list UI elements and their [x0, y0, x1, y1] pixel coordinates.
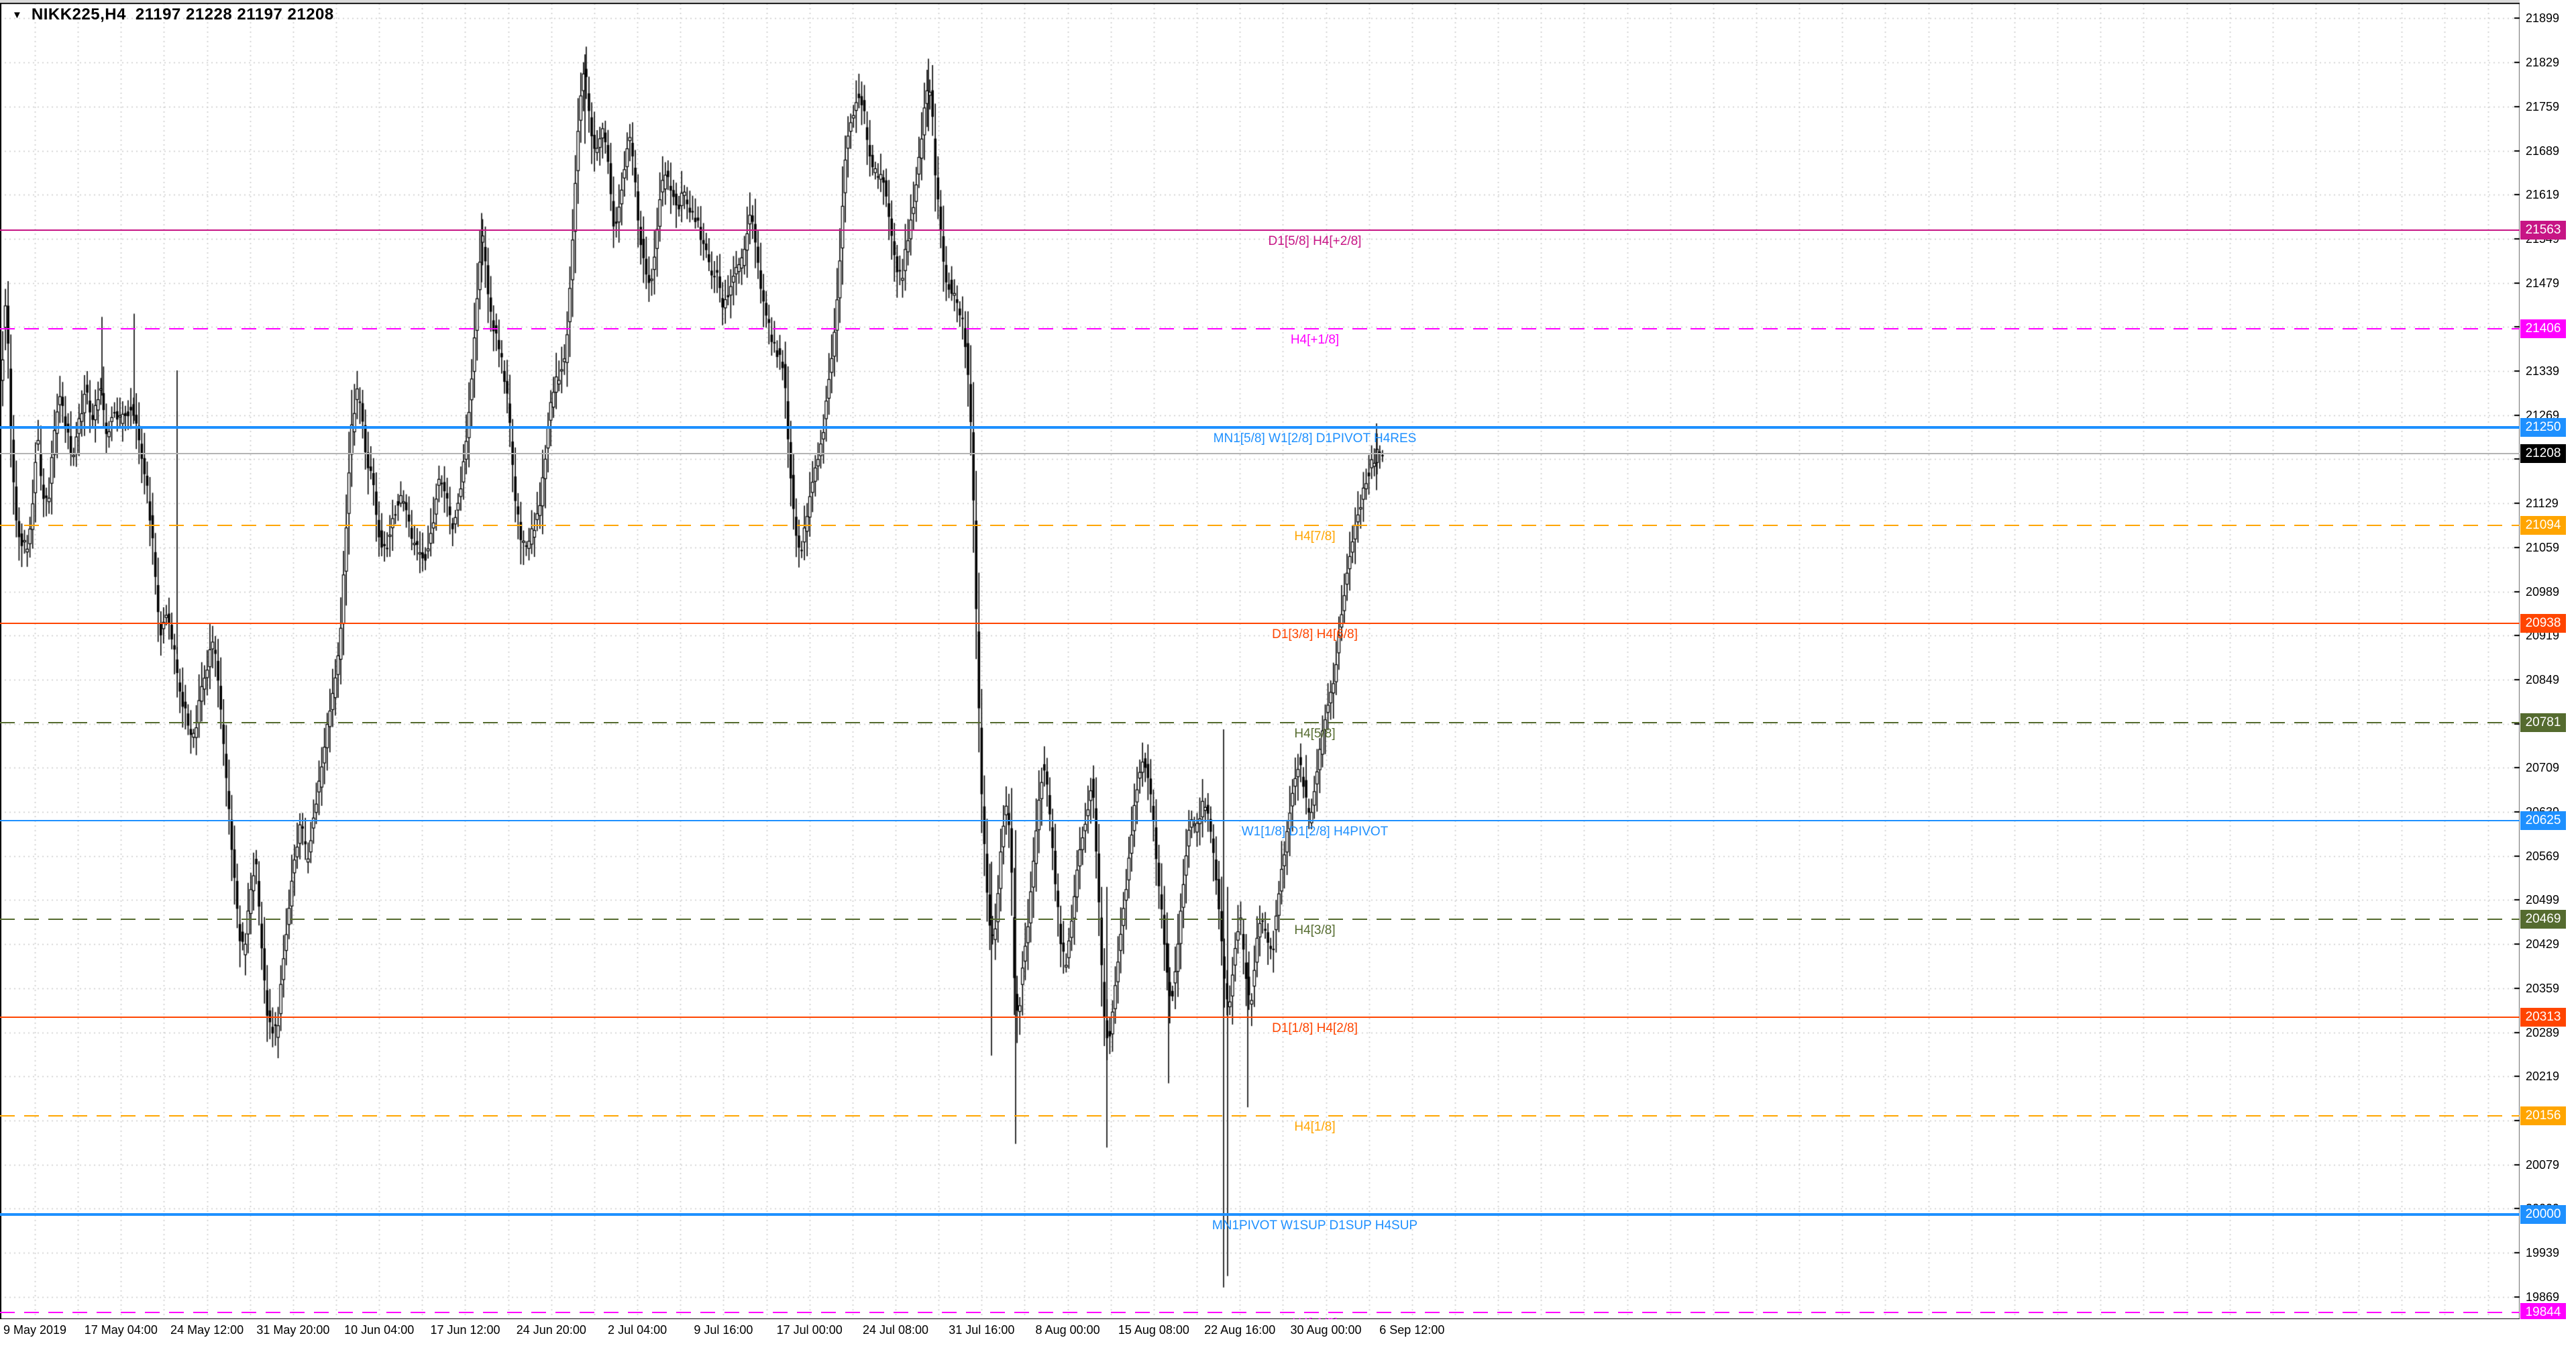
price-tick-label: 19939 — [2526, 1246, 2560, 1259]
time-axis-label: 15 Aug 08:00 — [1118, 1323, 1189, 1337]
price-badge-21208: 21208 — [2520, 444, 2566, 463]
price-tick-label: 21619 — [2526, 188, 2560, 202]
time-axis-label: 9 Jul 16:00 — [694, 1323, 753, 1337]
chart-title-symbol: NIKK225,H4 — [31, 5, 126, 23]
price-badge-21094: 21094 — [2520, 515, 2566, 535]
current-price-line — [0, 452, 2520, 454]
price-badge-20469: 20469 — [2520, 909, 2566, 929]
level-label: W1[1/8] D1[2/8] H4PIVOT — [1241, 825, 1389, 839]
time-axis-label: 24 Jun 20:00 — [516, 1323, 586, 1337]
price-tick-label: 20709 — [2526, 761, 2560, 775]
time-axis-label: 17 Jul 00:00 — [776, 1323, 843, 1337]
time-axis[interactable]: 9 May 2019 17 May 04:00 24 May 12:00 31 May… — [0, 1319, 2576, 1346]
time-axis-label: 8 Aug 00:00 — [1035, 1323, 1100, 1337]
level-label: D1[5/8] H4[+2/8] — [1268, 234, 1362, 248]
level-label: H4[5/8] — [1294, 726, 1336, 741]
level-label: H4[-1/8] — [1292, 1316, 1338, 1319]
level-line-21094[interactable] — [0, 524, 2520, 526]
level-line-21250[interactable] — [0, 425, 2520, 429]
price-tick-label: 21059 — [2526, 540, 2560, 554]
chart-title: ▼ NIKK225,H4 21197 21228 21197 21208 — [12, 5, 334, 24]
level-line-20781[interactable] — [0, 721, 2520, 723]
symbol-dropdown-icon[interactable]: ▼ — [12, 9, 22, 21]
time-axis-label: 2 Jul 04:00 — [608, 1323, 667, 1337]
price-badge-19844: 19844 — [2520, 1303, 2566, 1323]
time-axis-label: 6 Sep 12:00 — [1379, 1323, 1445, 1337]
level-label: D1[3/8] H4[6/8] — [1272, 627, 1358, 642]
price-badge-20781: 20781 — [2520, 713, 2566, 732]
time-axis-label: 10 Jun 04:00 — [344, 1323, 415, 1337]
level-label: MN1[5/8] W1[2/8] D1PIVOT H4RES — [1213, 431, 1417, 446]
time-axis-label: 31 Jul 16:00 — [949, 1323, 1015, 1337]
price-tick-label: 21759 — [2526, 99, 2560, 113]
price-tick-label: 20849 — [2526, 672, 2560, 686]
level-line-19844[interactable] — [0, 1312, 2520, 1314]
level-line-20156[interactable] — [0, 1115, 2520, 1117]
level-line-20469[interactable] — [0, 918, 2520, 920]
price-tick-label: 21689 — [2526, 144, 2560, 158]
level-line-21406[interactable] — [0, 328, 2520, 330]
price-tick-label: 20359 — [2526, 981, 2560, 995]
price-tick-label: 20219 — [2526, 1070, 2560, 1084]
price-axis[interactable]: 2189921829217592168921619215492147921409… — [2520, 0, 2576, 1323]
price-badge-20938: 20938 — [2520, 614, 2566, 633]
level-line-21563[interactable] — [0, 229, 2520, 231]
time-axis-label: 22 Aug 16:00 — [1204, 1323, 1276, 1337]
level-line-20313[interactable] — [0, 1016, 2520, 1018]
level-label: H4[3/8] — [1294, 923, 1336, 937]
price-tick-label: 19869 — [2526, 1290, 2560, 1304]
level-label: MN1PIVOT W1SUP D1SUP H4SUP — [1212, 1218, 1418, 1233]
time-axis-label: 24 May 12:00 — [170, 1323, 244, 1337]
level-line-20938[interactable] — [0, 623, 2520, 625]
price-tick-label: 21339 — [2526, 364, 2560, 378]
time-axis-label: 24 Jul 08:00 — [862, 1323, 929, 1337]
level-line-20625[interactable] — [0, 820, 2520, 822]
time-axis-label: 30 Aug 00:00 — [1290, 1323, 1362, 1337]
price-badge-21250: 21250 — [2520, 417, 2566, 437]
price-badge-21406: 21406 — [2520, 319, 2566, 339]
time-axis-label: 17 May 04:00 — [84, 1323, 158, 1337]
price-badge-20313: 20313 — [2520, 1007, 2566, 1027]
level-label: D1[1/8] H4[2/8] — [1272, 1021, 1358, 1035]
plot-area[interactable]: D1[5/8] H4[+2/8] H4[+1/8] MN1[5/8] W1[2/8]… — [0, 0, 2520, 1319]
time-axis-label: 17 Jun 12:00 — [430, 1323, 500, 1337]
price-tick-label: 20569 — [2526, 849, 2560, 863]
price-badge-20000: 20000 — [2520, 1204, 2566, 1224]
price-tick-label: 20079 — [2526, 1157, 2560, 1172]
time-axis-label: 31 May 20:00 — [256, 1323, 330, 1337]
price-tick-label: 20429 — [2526, 937, 2560, 951]
price-tick-label: 20499 — [2526, 893, 2560, 907]
level-label: H4[7/8] — [1294, 529, 1336, 543]
price-tick-label: 21829 — [2526, 56, 2560, 70]
price-tick-label: 21479 — [2526, 276, 2560, 290]
price-badge-21563: 21563 — [2520, 220, 2566, 240]
price-tick-label: 21899 — [2526, 11, 2560, 25]
price-tick-label: 21129 — [2526, 497, 2559, 511]
chart-title-ohlc: 21197 21228 21197 21208 — [135, 5, 334, 23]
time-axis-label: 9 May 2019 — [3, 1323, 67, 1337]
price-badge-20156: 20156 — [2520, 1106, 2566, 1126]
price-badge-20625: 20625 — [2520, 811, 2566, 831]
level-label: H4[+1/8] — [1290, 333, 1340, 348]
level-line-20000[interactable] — [0, 1212, 2520, 1216]
price-tick-label: 20989 — [2526, 584, 2560, 599]
level-label: H4[1/8] — [1294, 1120, 1336, 1135]
price-tick-label: 20289 — [2526, 1025, 2560, 1039]
